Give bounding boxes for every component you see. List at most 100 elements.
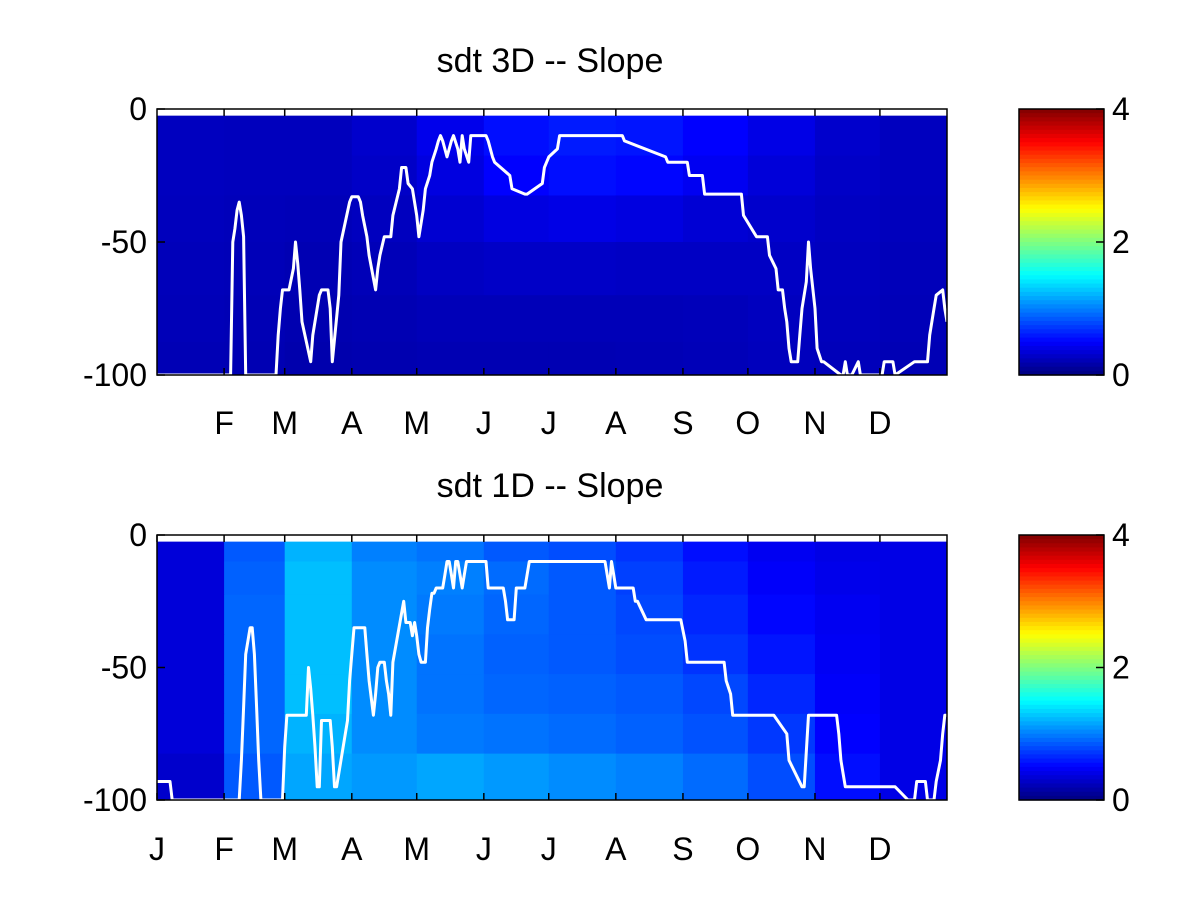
colorbar-swatch bbox=[1019, 163, 1104, 168]
colorbar-swatch bbox=[1019, 750, 1104, 756]
heatmap-cell bbox=[615, 594, 684, 635]
colorbar-swatch bbox=[1019, 196, 1104, 202]
colorbar-swatch bbox=[1019, 350, 1104, 355]
heatmap-cell bbox=[879, 195, 948, 243]
heatmap-cell bbox=[615, 242, 684, 296]
colorbar-swatch bbox=[1019, 229, 1104, 235]
colorbar-tick-label: 0 bbox=[1112, 782, 1130, 818]
colorbar-swatch bbox=[1019, 121, 1104, 127]
heatmap-cell bbox=[351, 541, 418, 562]
heatmap-cell bbox=[284, 561, 353, 596]
colorbar-swatch bbox=[1019, 221, 1104, 226]
heatmap-cell bbox=[548, 634, 617, 675]
heatmap-cell bbox=[157, 753, 225, 801]
heatmap-cell bbox=[548, 713, 617, 755]
heatmap-cell bbox=[879, 155, 948, 196]
heatmap-cell bbox=[682, 634, 749, 675]
colorbar-swatch bbox=[1019, 237, 1104, 243]
colorbar-swatch bbox=[1019, 642, 1104, 648]
colorbar-swatch bbox=[1019, 217, 1104, 222]
x-tick-label: D bbox=[868, 831, 891, 867]
colorbar-swatch bbox=[1019, 212, 1104, 218]
heatmap-cell bbox=[879, 561, 948, 596]
colorbar-swatch bbox=[1019, 129, 1104, 135]
colorbar-swatch bbox=[1019, 200, 1104, 206]
colorbar-swatch bbox=[1019, 700, 1104, 706]
x-tick-label: J bbox=[476, 831, 492, 867]
colorbar-swatch bbox=[1019, 250, 1104, 256]
colorbar-swatch bbox=[1019, 154, 1104, 160]
colorbar-swatch bbox=[1019, 667, 1104, 673]
x-tick-label: A bbox=[605, 831, 627, 867]
colorbar-swatch bbox=[1019, 547, 1104, 553]
colorbar-swatch bbox=[1019, 746, 1104, 751]
x-tick-label: N bbox=[803, 405, 826, 441]
colorbar-swatch bbox=[1019, 679, 1104, 685]
heatmap-cell bbox=[351, 674, 418, 715]
heatmap-cell bbox=[483, 341, 550, 376]
heatmap-cell bbox=[548, 295, 617, 343]
colorbar-tick-label: 4 bbox=[1112, 91, 1130, 127]
heatmap-cell bbox=[224, 242, 286, 296]
heatmap-cell bbox=[548, 594, 617, 635]
heatmap-cell bbox=[416, 195, 485, 243]
colorbar-swatch bbox=[1019, 109, 1104, 114]
colorbar-tick-label: 2 bbox=[1112, 650, 1130, 686]
heatmap-cell bbox=[284, 541, 353, 562]
heatmap-cell bbox=[682, 242, 749, 296]
colorbar-swatch bbox=[1019, 605, 1104, 611]
colorbar-swatch bbox=[1019, 279, 1104, 285]
colorbar-tick-label: 0 bbox=[1112, 357, 1130, 393]
heatmap-cell bbox=[615, 753, 684, 801]
heatmap-cell bbox=[747, 295, 816, 343]
heatmap-cell bbox=[483, 753, 550, 801]
colorbar-swatch bbox=[1019, 771, 1104, 776]
colorbar-swatch bbox=[1019, 543, 1104, 549]
heatmap-cell bbox=[416, 674, 485, 715]
heatmap-cell bbox=[224, 155, 286, 196]
heatmap-cell bbox=[747, 594, 816, 635]
colorbar-swatch bbox=[1019, 597, 1104, 602]
heatmap-cell bbox=[351, 341, 418, 376]
heatmap-cell bbox=[157, 242, 225, 296]
y-tick-label: -50 bbox=[101, 224, 147, 260]
heatmap-cell bbox=[224, 115, 286, 157]
x-tick-label: S bbox=[672, 405, 693, 441]
colorbar-swatch bbox=[1019, 609, 1104, 615]
heatmap-cell bbox=[747, 341, 816, 376]
heatmap-cell bbox=[284, 594, 353, 635]
colorbar-swatch bbox=[1019, 787, 1104, 793]
colorbar-swatch bbox=[1019, 559, 1104, 565]
colorbar-swatch bbox=[1019, 592, 1104, 598]
heatmap-cell bbox=[682, 753, 749, 801]
heatmap-cell bbox=[548, 341, 617, 376]
colorbar-swatch bbox=[1019, 708, 1104, 714]
heatmap-cell bbox=[682, 541, 749, 562]
colorbar-swatch bbox=[1019, 729, 1104, 735]
heatmap-cell bbox=[879, 634, 948, 675]
heatmap-cell bbox=[682, 561, 749, 596]
heatmap-cell bbox=[351, 295, 418, 343]
x-tick-label: A bbox=[341, 405, 363, 441]
colorbar-swatch bbox=[1019, 568, 1104, 573]
colorbar-swatch bbox=[1019, 539, 1104, 544]
heatmap-cell bbox=[814, 674, 881, 715]
colorbar-swatch bbox=[1019, 275, 1104, 281]
heatmap-cell bbox=[814, 242, 881, 296]
heatmap-cell bbox=[879, 674, 948, 715]
heatmap-cell bbox=[483, 713, 550, 755]
heatmap-cell bbox=[351, 561, 418, 596]
heatmap-cell bbox=[615, 561, 684, 596]
colorbar-swatch bbox=[1019, 692, 1104, 698]
heatmap-cell bbox=[747, 634, 816, 675]
colorbar-swatch bbox=[1019, 617, 1104, 623]
y-axis: 0 -50 -100 bbox=[83, 517, 165, 818]
colorbar-swatch bbox=[1019, 125, 1104, 131]
colorbar-swatch bbox=[1019, 300, 1104, 305]
colorbar-swatch bbox=[1019, 754, 1104, 760]
colorbar-swatch bbox=[1019, 551, 1104, 557]
colorbar-swatch bbox=[1019, 555, 1104, 561]
x-tick-label: J bbox=[541, 405, 557, 441]
